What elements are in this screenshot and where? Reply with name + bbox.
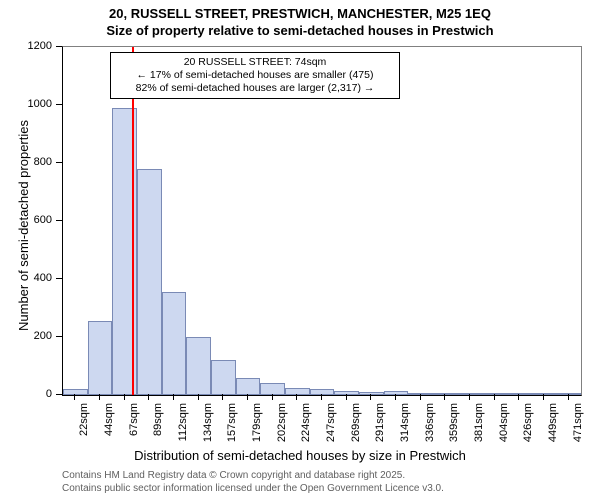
x-tick: [346, 394, 347, 400]
x-tick-label: 404sqm: [498, 403, 510, 453]
histogram-bar: [236, 378, 261, 395]
x-tick-label: 22sqm: [78, 403, 90, 453]
footer-line-2: Contains public sector information licen…: [62, 483, 444, 496]
y-tick-label: 400: [0, 272, 52, 284]
y-tick: [56, 220, 62, 221]
histogram-bar: [334, 391, 359, 395]
y-tick-label: 200: [0, 330, 52, 342]
x-tick-label: 336sqm: [424, 403, 436, 453]
x-tick-label: 202sqm: [276, 403, 288, 453]
x-tick-label: 89sqm: [152, 403, 164, 453]
histogram-bar: [285, 388, 310, 395]
histogram-bar: [433, 393, 458, 395]
x-tick: [370, 394, 371, 400]
x-tick: [296, 394, 297, 400]
x-tick-label: 359sqm: [448, 403, 460, 453]
chart-footer: Contains HM Land Registry data © Crown c…: [62, 470, 444, 495]
y-tick: [56, 278, 62, 279]
annotation-line: 20 RUSSELL STREET: 74sqm: [117, 56, 393, 69]
x-tick-label: 426sqm: [522, 403, 534, 453]
x-tick: [222, 394, 223, 400]
property-size-chart: 20, RUSSELL STREET, PRESTWICH, MANCHESTE…: [0, 0, 600, 500]
x-tick-label: 112sqm: [177, 403, 189, 453]
x-tick-label: 67sqm: [128, 403, 140, 453]
x-tick-label: 449sqm: [547, 403, 559, 453]
y-tick-label: 1000: [0, 98, 52, 110]
histogram-bar: [408, 393, 433, 395]
x-tick: [124, 394, 125, 400]
x-tick-label: 224sqm: [300, 403, 312, 453]
y-tick: [56, 394, 62, 395]
histogram-bar: [211, 360, 236, 395]
y-tick: [56, 46, 62, 47]
x-tick: [494, 394, 495, 400]
histogram-bar: [162, 292, 187, 395]
x-tick: [395, 394, 396, 400]
x-tick-label: 157sqm: [226, 403, 238, 453]
annotation-box: 20 RUSSELL STREET: 74sqm← 17% of semi-de…: [110, 52, 400, 99]
y-tick: [56, 162, 62, 163]
x-tick: [518, 394, 519, 400]
x-tick: [148, 394, 149, 400]
y-tick: [56, 336, 62, 337]
x-tick: [198, 394, 199, 400]
y-tick-label: 1200: [0, 40, 52, 52]
x-tick-label: 314sqm: [399, 403, 411, 453]
histogram-bar: [186, 337, 211, 395]
histogram-bar: [507, 393, 532, 395]
x-tick-label: 381sqm: [473, 403, 485, 453]
title-line-1: 20, RUSSELL STREET, PRESTWICH, MANCHESTE…: [0, 6, 600, 23]
annotation-line: 82% of semi-detached houses are larger (…: [117, 82, 393, 95]
x-tick-label: 44sqm: [103, 403, 115, 453]
x-tick: [543, 394, 544, 400]
x-tick: [99, 394, 100, 400]
x-tick: [469, 394, 470, 400]
footer-line-1: Contains HM Land Registry data © Crown c…: [62, 470, 444, 483]
title-line-2: Size of property relative to semi-detach…: [0, 23, 600, 40]
x-tick: [173, 394, 174, 400]
x-tick: [272, 394, 273, 400]
histogram-bar: [482, 393, 507, 395]
y-tick: [56, 104, 62, 105]
x-tick-label: 471sqm: [572, 403, 584, 453]
chart-title: 20, RUSSELL STREET, PRESTWICH, MANCHESTE…: [0, 0, 600, 40]
x-tick: [444, 394, 445, 400]
y-tick-label: 800: [0, 156, 52, 168]
x-tick-label: 134sqm: [202, 403, 214, 453]
histogram-bar: [137, 169, 162, 395]
histogram-bar: [63, 389, 88, 395]
y-tick-label: 600: [0, 214, 52, 226]
x-tick-label: 291sqm: [374, 403, 386, 453]
x-tick-label: 247sqm: [325, 403, 337, 453]
x-tick: [321, 394, 322, 400]
histogram-bar: [260, 383, 285, 395]
x-tick: [568, 394, 569, 400]
histogram-bar: [556, 393, 581, 395]
histogram-bar: [88, 321, 113, 395]
x-tick-label: 179sqm: [251, 403, 263, 453]
x-tick: [247, 394, 248, 400]
x-tick: [74, 394, 75, 400]
annotation-line: ← 17% of semi-detached houses are smalle…: [117, 69, 393, 82]
x-tick: [420, 394, 421, 400]
x-tick-label: 269sqm: [350, 403, 362, 453]
histogram-bar: [359, 392, 384, 395]
y-tick-label: 0: [0, 388, 52, 400]
